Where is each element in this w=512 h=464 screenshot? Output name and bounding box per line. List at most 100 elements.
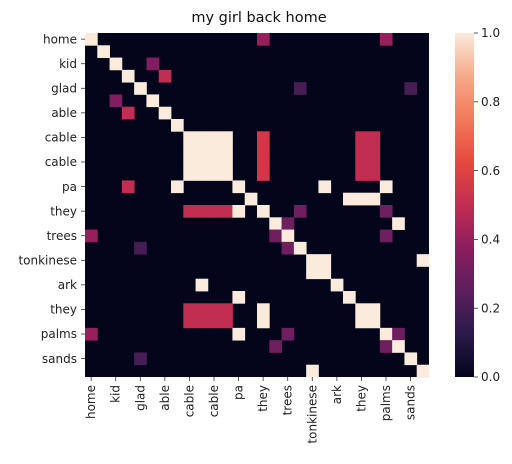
heatmap-cell: [207, 303, 221, 316]
x-tick-label: they: [256, 385, 270, 412]
y-tick-label: glad: [51, 81, 77, 95]
heatmap-cell: [85, 327, 98, 341]
heatmap-cell: [355, 192, 368, 206]
x-tick-label: palms: [379, 385, 393, 421]
heatmap-cell: [392, 327, 405, 341]
heatmap-cell: [121, 69, 135, 83]
colorbar-tick-label: 0.2: [481, 301, 500, 315]
y-tick-label: trees: [47, 229, 77, 243]
heatmap-cell: [404, 352, 418, 366]
heatmap-cell: [183, 155, 196, 169]
y-tick-label: ark: [58, 278, 77, 292]
colorbar-tick-label: 0.6: [481, 164, 500, 178]
heatmap-cell: [416, 254, 430, 267]
heatmap-cell: [220, 131, 233, 144]
y-tick-label: cable: [45, 155, 77, 169]
y-tick-label: home: [43, 32, 77, 46]
x-tick-label: glad: [133, 385, 147, 411]
heatmap-cell: [183, 143, 196, 157]
y-tick-label: kid: [59, 57, 77, 71]
heatmap-cell: [416, 364, 430, 378]
heatmap-cell: [306, 364, 319, 378]
heatmap-cell: [85, 33, 98, 46]
heatmap-cell: [220, 143, 233, 157]
y-tick-label: they: [50, 303, 77, 317]
heatmap-cell: [367, 168, 381, 181]
heatmap-cell: [183, 303, 196, 316]
heatmap-cell: [183, 315, 196, 329]
heatmap-cell: [171, 180, 184, 194]
heatmap-cell: [306, 266, 319, 280]
heatmap-cell: [269, 340, 282, 353]
x-tick-label: able: [158, 385, 172, 411]
heatmap-cell: [207, 155, 221, 169]
heatmap-cell: [392, 217, 405, 230]
heatmap-cell: [367, 155, 381, 169]
heatmap-cell: [355, 315, 368, 329]
heatmap-cell: [257, 131, 270, 144]
heatmap-cell: [257, 315, 270, 329]
heatmap-cell: [134, 82, 147, 95]
heatmap-cell: [404, 82, 418, 95]
heatmap-cell: [318, 266, 332, 280]
heatmap-cell: [257, 33, 270, 46]
y-tick-label: cable: [45, 131, 77, 145]
y-tick-label: they: [50, 204, 77, 218]
heatmap-cell: [232, 291, 246, 304]
heatmap-cell: [195, 315, 209, 329]
heatmap-cell: [158, 106, 172, 120]
heatmap-cell: [355, 155, 368, 169]
heatmap-cell: [232, 205, 246, 218]
heatmap-cell: [220, 303, 233, 316]
heatmap-cell: [379, 327, 393, 341]
heatmap-cell: [257, 143, 270, 157]
heatmap-cell: [195, 143, 209, 157]
heatmap-cell: [232, 180, 246, 194]
colorbar-tick-label: 0.4: [481, 233, 500, 247]
heatmap-cell: [220, 168, 233, 181]
y-tick-label: tonkinese: [18, 253, 77, 267]
colorbar-tick-label: 0.0: [481, 370, 500, 384]
heatmap-cell: [134, 352, 147, 366]
x-tick-label: cable: [182, 385, 196, 417]
heatmap-cell: [121, 180, 135, 194]
x-axis-ticks: home kid glad able cable cable pa they trees tonk…: [84, 377, 418, 444]
heatmap-cell: [171, 119, 184, 132]
heatmap-cell: [379, 340, 393, 353]
heatmap-cell: [343, 291, 356, 304]
heatmap-cell: [183, 131, 196, 144]
x-tick-label: ark: [330, 385, 344, 404]
x-tick-label: trees: [281, 385, 295, 415]
heatmap-cell: [183, 168, 196, 181]
heatmap-cell: [146, 94, 160, 108]
heatmap-cell: [355, 303, 368, 316]
heatmap-cell: [85, 229, 98, 243]
heatmap-cell: [257, 205, 270, 218]
colorbar: [455, 33, 474, 377]
heatmap-cell: [244, 192, 258, 206]
heatmap-cell: [183, 205, 196, 218]
heatmap-cell: [195, 205, 209, 218]
heatmap-cell: [293, 205, 307, 218]
heatmap-cell: [220, 315, 233, 329]
heatmap-cell: [207, 131, 221, 144]
heatmap-cell: [195, 155, 209, 169]
heatmap-cell: [207, 168, 221, 181]
x-tick-label: pa: [232, 385, 246, 400]
heatmap-cell: [355, 168, 368, 181]
heatmap-cell: [293, 82, 307, 95]
heatmap-cell: [220, 155, 233, 169]
x-tick-label: sands: [404, 385, 418, 420]
heatmap-cell: [355, 131, 368, 144]
heatmap-cell: [343, 192, 356, 206]
heatmap-cell: [379, 33, 393, 46]
heatmap-cell: [367, 131, 381, 144]
heatmap-cell: [281, 241, 295, 255]
heatmap-cell: [367, 143, 381, 157]
heatmap-cell: [306, 254, 319, 267]
heatmap-cell: [330, 278, 344, 292]
y-tick-label: able: [51, 106, 77, 120]
x-tick-label: they: [354, 385, 368, 412]
heatmap-cell: [146, 57, 160, 71]
